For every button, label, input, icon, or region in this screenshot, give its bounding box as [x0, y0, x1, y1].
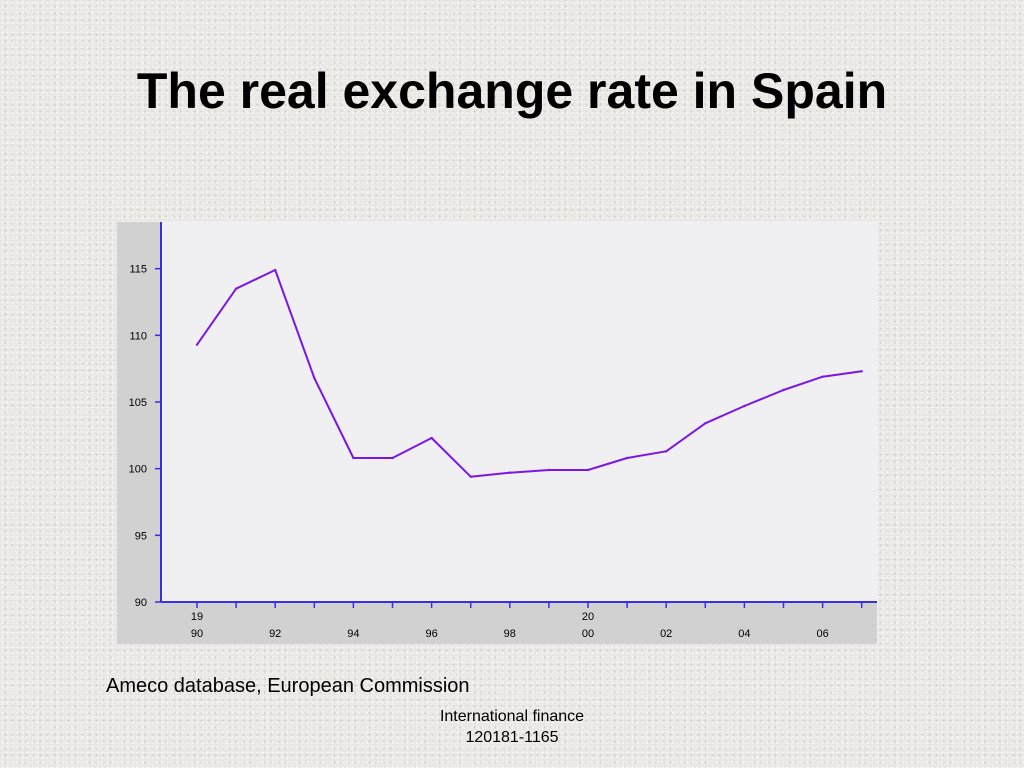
x-tick-label: 90	[191, 628, 203, 640]
x-tick-label-top: 19	[191, 611, 203, 623]
data-point	[352, 456, 355, 460]
y-tick-label: 100	[129, 464, 147, 476]
y-tick-label: 110	[129, 330, 147, 342]
data-point	[234, 287, 238, 290]
data-point	[391, 456, 394, 460]
data-point	[274, 268, 277, 272]
data-point	[508, 471, 511, 474]
y-axis-ticks: 90 95 100 105 110 115	[129, 264, 161, 609]
source-note: Ameco database, European Commission	[106, 675, 470, 697]
x-tick-label: 92	[269, 628, 281, 640]
x-tick-label: 96	[425, 628, 437, 640]
data-point	[704, 422, 707, 425]
footer-code: 120181-1165	[465, 729, 559, 746]
exchange-rate-line-chart: 90 95 100 105 110 115 19 90 92 94 96 98 20 00 02 04 06	[117, 222, 877, 644]
data-point	[625, 456, 629, 460]
x-tick-label: 04	[738, 628, 750, 640]
series-points	[195, 268, 863, 478]
x-tick-label: 00	[582, 628, 594, 640]
footer: International finance 120181-1165	[362, 706, 662, 748]
data-point	[313, 376, 316, 380]
x-tick-label: 98	[504, 628, 516, 640]
x-tick-label: 94	[347, 628, 359, 640]
x-axis-ticks: 19 90 92 94 96 98 20 00 02 04 06	[191, 602, 863, 640]
series-line-real-exchange-rate	[196, 269, 862, 478]
data-point	[743, 404, 746, 408]
data-point	[586, 468, 590, 472]
x-tick-label: 06	[816, 628, 828, 640]
footer-course: International finance	[439, 708, 585, 725]
y-tick-label: 90	[135, 597, 147, 609]
x-tick-label-top: 20	[582, 611, 594, 623]
y-tick-label: 95	[135, 530, 147, 542]
y-tick-label: 115	[129, 264, 147, 276]
data-point	[782, 388, 785, 392]
y-tick-label: 105	[129, 397, 147, 409]
x-tick-label: 02	[660, 628, 672, 640]
data-point	[469, 475, 472, 478]
plot-area	[161, 222, 877, 602]
data-point	[821, 375, 824, 378]
data-point	[430, 436, 433, 440]
data-point	[547, 468, 551, 472]
data-point	[860, 370, 863, 373]
slide-title: The real exchange rate in Spain	[136, 63, 888, 119]
data-point	[195, 343, 199, 346]
data-point	[665, 450, 668, 453]
